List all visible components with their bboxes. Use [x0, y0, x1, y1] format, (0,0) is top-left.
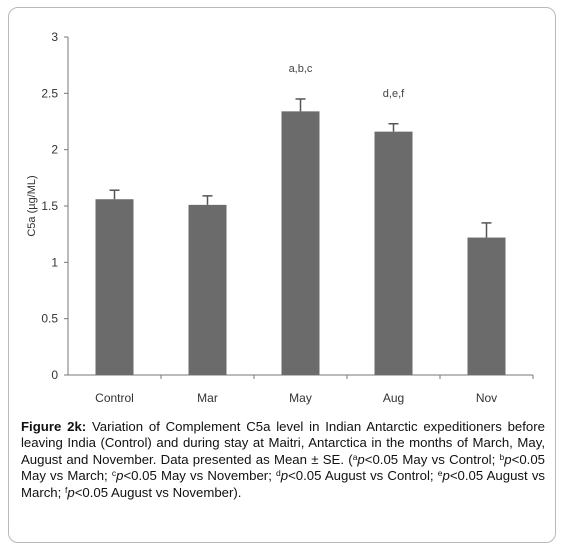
y-tick-label: 0.5: [41, 312, 58, 326]
note-p: p: [504, 451, 512, 467]
note-superscript: a: [352, 451, 358, 462]
note-p: p: [280, 468, 289, 484]
x-tick-label: Aug: [383, 391, 404, 405]
y-axis-label: C5a (µg/ML): [26, 175, 38, 236]
caption-note-a: ap<0.05 May vs Control;: [353, 452, 500, 467]
note-text: <0.05 August vs November).: [74, 484, 242, 500]
note-superscript: c: [111, 468, 117, 479]
y-tick-label: 1.5: [41, 199, 58, 213]
x-tick-label: May: [289, 391, 312, 405]
y-tick-label: 2: [51, 143, 58, 157]
bar-chart: 0 0.5 1 1.5 2 2.5 3 C5a (µg/ML) Control Mar May a,b…: [26, 30, 534, 405]
note-superscript: e: [437, 468, 443, 479]
significance-label: a,b,c: [289, 63, 313, 75]
x-tick-label: Mar: [197, 391, 218, 405]
caption-note-f: fp<0.05 August vs November).: [65, 485, 241, 500]
figure-frame: 0 0.5 1 1.5 2 2.5 3 C5a (µg/ML) Control Mar May a,b…: [8, 7, 556, 543]
y-tick-label: 0: [51, 368, 58, 382]
caption-notes: ap<0.05 May vs Control; bp<0.05 May vs M…: [21, 452, 545, 500]
note-p: p: [442, 468, 450, 484]
note-superscript: f: [64, 484, 68, 495]
note-text: <0.05 May vs Control;: [364, 451, 500, 467]
note-text: <0.05 May vs November;: [123, 468, 277, 484]
figure-caption: Figure 2k: Variation of Complement C5a l…: [21, 419, 545, 501]
note-text: <0.05 May vs March;: [21, 451, 545, 484]
y-tick-label: 3: [51, 30, 58, 44]
bar: [467, 237, 506, 375]
caption-note-d: dp<0.05 August vs Control;: [276, 468, 438, 483]
x-tick-label: Control: [95, 391, 134, 405]
y-tick-label: 2.5: [41, 86, 58, 100]
note-text: <0.05 August vs Control;: [288, 468, 438, 484]
caption-text: Variation of Complement C5a level in Ind…: [21, 419, 545, 467]
bar: [95, 199, 134, 375]
caption-label: Figure 2k:: [21, 419, 87, 434]
caption-note-b: bp<0.05 May vs March;: [21, 452, 545, 483]
note-p: p: [357, 451, 365, 467]
significance-label: d,e,f: [383, 88, 405, 100]
caption-note-c: cp<0.05 May vs November;: [112, 468, 276, 483]
caption-note-e: ep<0.05 August vs March;: [21, 468, 545, 499]
note-superscript: d: [276, 468, 281, 479]
bar: [281, 111, 320, 376]
y-tick-label: 1: [51, 255, 58, 269]
note-superscript: b: [499, 451, 505, 462]
x-tick-label: Nov: [476, 391, 497, 405]
chart-area: 0 0.5 1 1.5 2 2.5 3 C5a (µg/ML) Control Mar May a,b…: [9, 8, 557, 418]
note-p: p: [67, 484, 75, 500]
note-p: p: [116, 468, 124, 484]
bar: [374, 131, 413, 375]
note-text: <0.05 August vs March;: [21, 468, 546, 500]
bar: [188, 204, 227, 375]
